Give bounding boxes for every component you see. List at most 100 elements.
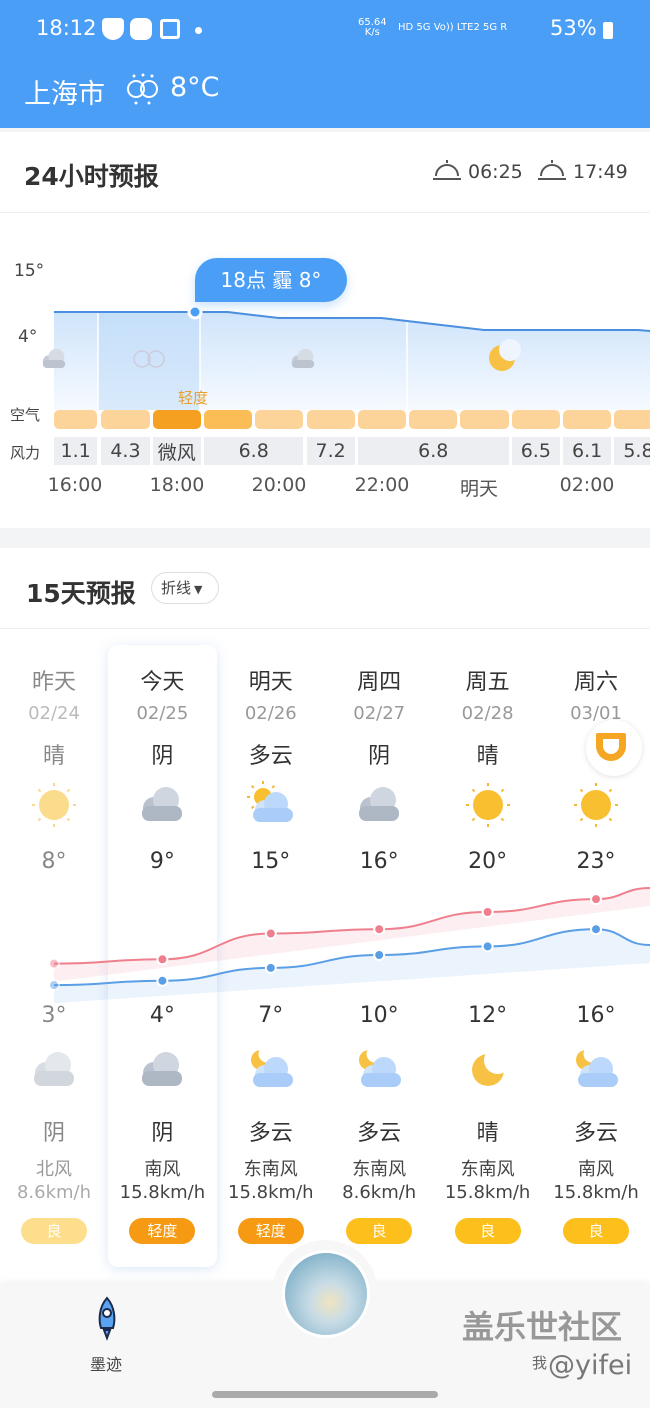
wind-cell: 微风 — [152, 437, 201, 465]
time-label: 18:00 — [149, 474, 205, 496]
sunrise-time: 06:25 — [468, 161, 523, 183]
night-condition: 多云 — [248, 1121, 293, 1146]
wind-cell: 1.1 — [54, 437, 98, 465]
battery-percent: 53% — [550, 16, 597, 40]
day-name[interactable]: 明天 — [248, 670, 293, 695]
aqi-badge: 良 — [563, 1218, 629, 1244]
day-date: 02/24 — [28, 703, 80, 724]
air-quality-bar — [203, 410, 253, 429]
high-temp-point — [156, 953, 169, 966]
chart-mode-dropdown[interactable]: 折线 ▼ — [151, 572, 219, 604]
high-temp-point — [48, 957, 60, 970]
night-condition: 阴 — [42, 1121, 66, 1146]
chart-mode-value: 折线 — [161, 579, 192, 597]
watermark-user: @yifei — [548, 1350, 633, 1381]
day-name[interactable]: 今天 — [140, 670, 185, 695]
wind-direction: 南风 — [578, 1159, 614, 1180]
hourly-title: 24小时预报 — [24, 162, 159, 191]
rocket-icon — [98, 1296, 116, 1341]
wind-cell: 4.3 — [101, 437, 150, 465]
moon-cloud-icon — [576, 1045, 618, 1087]
wind-direction: 北风 — [36, 1159, 72, 1180]
wind-speed: 15.8km/h — [119, 1182, 206, 1203]
low-temp: 3° — [41, 1003, 67, 1028]
day-date: 02/27 — [353, 703, 406, 724]
air-quality-bar — [255, 410, 304, 429]
air-quality-bar — [306, 410, 355, 429]
air-quality-bar — [54, 410, 98, 429]
air-highlight-label: 轻度 — [178, 389, 209, 407]
net-speed: 65.64 K/s — [358, 17, 387, 38]
wind-speed: 15.8km/h — [444, 1182, 531, 1203]
day-name[interactable]: 周六 — [573, 670, 619, 695]
high-temp: 16° — [359, 849, 399, 874]
battery-icon — [603, 22, 613, 39]
high-temp-band — [54, 888, 650, 982]
wind-direction: 东南风 — [352, 1159, 407, 1180]
temp-area — [54, 312, 650, 410]
moon-icon — [471, 1046, 511, 1086]
wind-speed: 8.6km/h — [16, 1182, 92, 1203]
wind-cell: 5.8 — [614, 437, 650, 465]
haze-icon — [127, 73, 158, 105]
day-date: 02/28 — [461, 703, 514, 724]
day-date: 03/01 — [570, 703, 622, 724]
high-temp-point — [264, 927, 277, 940]
time-label: 16:00 — [47, 474, 103, 496]
aqi-badge: 轻度 — [237, 1218, 304, 1244]
sun-icon — [465, 783, 510, 827]
time-label: 02:00 — [559, 474, 615, 496]
cloud-icon — [142, 787, 183, 821]
signal-indicators: HD 5G Vo)) LTE2 5G R — [398, 22, 508, 33]
app-notification-icon — [130, 18, 152, 40]
cloudy-icon — [42, 348, 66, 368]
aqi-badge: 良 — [21, 1218, 87, 1244]
high-temp: 15° — [251, 849, 291, 874]
sunrise-icon — [433, 160, 461, 180]
cloud-icon — [142, 1052, 183, 1086]
sky-avatar-button[interactable] — [282, 1250, 370, 1338]
low-temp-band — [54, 929, 650, 1004]
low-temp-point — [48, 979, 60, 992]
hourly-tooltip: 18点 霾 8° — [195, 258, 347, 302]
wind-direction: 南风 — [144, 1159, 181, 1180]
sun-icon — [574, 783, 618, 827]
day-name[interactable]: 昨天 — [31, 670, 77, 695]
day-name[interactable]: 周四 — [357, 670, 402, 695]
floating-app-button[interactable] — [586, 720, 642, 776]
divider — [0, 628, 650, 629]
wind-speed: 15.8km/h — [228, 1182, 314, 1203]
home-indicator[interactable] — [212, 1391, 438, 1398]
daily-temp-chart — [48, 887, 650, 1004]
y-label-high: 15° — [14, 261, 45, 281]
selected-point — [187, 304, 203, 320]
nav-label-me[interactable]: 我 — [532, 1354, 548, 1372]
wind-direction: 东南风 — [243, 1159, 298, 1180]
hourly-temp-chart[interactable] — [0, 240, 650, 410]
sun-icon — [32, 783, 76, 827]
time-label: 20:00 — [251, 474, 307, 496]
wind-cell: 6.8 — [357, 437, 509, 465]
aqi-badge: 良 — [454, 1218, 521, 1244]
moon-cloud-icon — [250, 1045, 293, 1087]
status-time: 18:12 — [36, 16, 97, 40]
cloud-icon — [359, 787, 400, 821]
low-temp: 7° — [258, 1003, 284, 1028]
city-name[interactable]: 上海市 — [24, 79, 105, 110]
day-name[interactable]: 周五 — [465, 670, 510, 695]
air-quality-bar — [357, 410, 407, 429]
cloudy-icon — [291, 348, 315, 368]
low-temp: 12° — [468, 1003, 508, 1028]
nav-label-moji[interactable]: 墨迹 — [90, 1355, 123, 1374]
low-temp: 4° — [149, 1003, 175, 1028]
air-quality-bar — [614, 410, 650, 429]
wind-cell: 6.5 — [511, 437, 560, 465]
wind-cell: 7.2 — [306, 437, 355, 465]
watermark-title: 盖乐世社区 — [462, 1308, 623, 1346]
shield-icon — [102, 18, 124, 40]
chevron-down-icon: ▼ — [194, 583, 203, 596]
wind-speed: 15.8km/h — [553, 1182, 639, 1203]
time-label: 22:00 — [354, 474, 410, 496]
low-temp: 16° — [576, 1003, 616, 1028]
aqi-badge: 良 — [346, 1218, 413, 1244]
